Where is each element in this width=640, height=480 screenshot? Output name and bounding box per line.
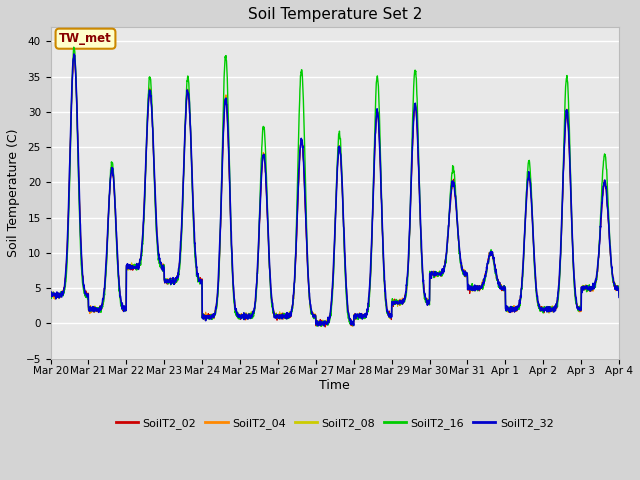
Legend: SoilT2_02, SoilT2_04, SoilT2_08, SoilT2_16, SoilT2_32: SoilT2_02, SoilT2_04, SoilT2_08, SoilT2_… xyxy=(111,414,558,434)
X-axis label: Time: Time xyxy=(319,379,350,392)
Title: Soil Temperature Set 2: Soil Temperature Set 2 xyxy=(248,7,422,22)
Y-axis label: Soil Temperature (C): Soil Temperature (C) xyxy=(7,129,20,257)
Text: TW_met: TW_met xyxy=(59,32,112,45)
